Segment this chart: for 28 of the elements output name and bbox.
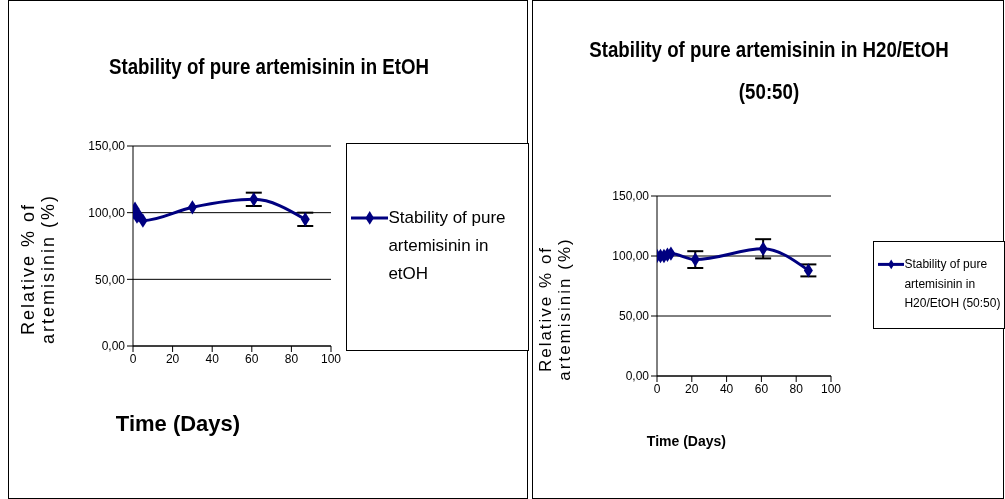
x-tick-label: 40 (719, 381, 734, 396)
chart-title: Stability of pure artemisinin in H20/EtOH (50:50) (588, 36, 950, 106)
x-tick-label: 100 (320, 351, 342, 366)
y-tick-label: 150,00 (88, 139, 126, 154)
y-tick-label: 0,00 (101, 339, 126, 354)
y-tick-label: 50,00 (618, 309, 650, 324)
x-tick-label: 100 (820, 381, 842, 396)
legend-label: Stability of pure artemisinin in etOH (388, 207, 507, 286)
x-axis-title: Time (Days) (114, 411, 242, 437)
y-tick-label: 150,00 (612, 189, 650, 204)
x-tick-label: 80 (789, 381, 804, 396)
x-tick-label: 80 (284, 351, 299, 366)
x-tick-label: 0 (129, 351, 137, 366)
x-tick-label: 60 (245, 351, 259, 366)
y-axis-title: Relative % of artemisinin (%) (536, 235, 575, 383)
x-axis-title: Time (Days) (645, 433, 727, 449)
y-tick-label: 50,00 (94, 272, 126, 287)
x-tick-label: 0 (653, 381, 661, 396)
y-tick-label: 100,00 (88, 205, 126, 220)
x-tick-label: 20 (165, 351, 180, 366)
y-tick-label: 100,00 (612, 249, 650, 264)
y-tick-label: 0,00 (625, 369, 650, 384)
legend-label: Stability of pure artemisinin in H20/EtOH (50:50) (904, 255, 1002, 313)
chart-title: Stability of pure artemisinin in EtOH (108, 53, 430, 81)
x-tick-label: 20 (685, 381, 699, 396)
x-tick-label: 40 (205, 351, 220, 366)
x-tick-label: 60 (754, 381, 769, 396)
y-axis-title: Relative % of artemisinin (%) (18, 192, 59, 346)
